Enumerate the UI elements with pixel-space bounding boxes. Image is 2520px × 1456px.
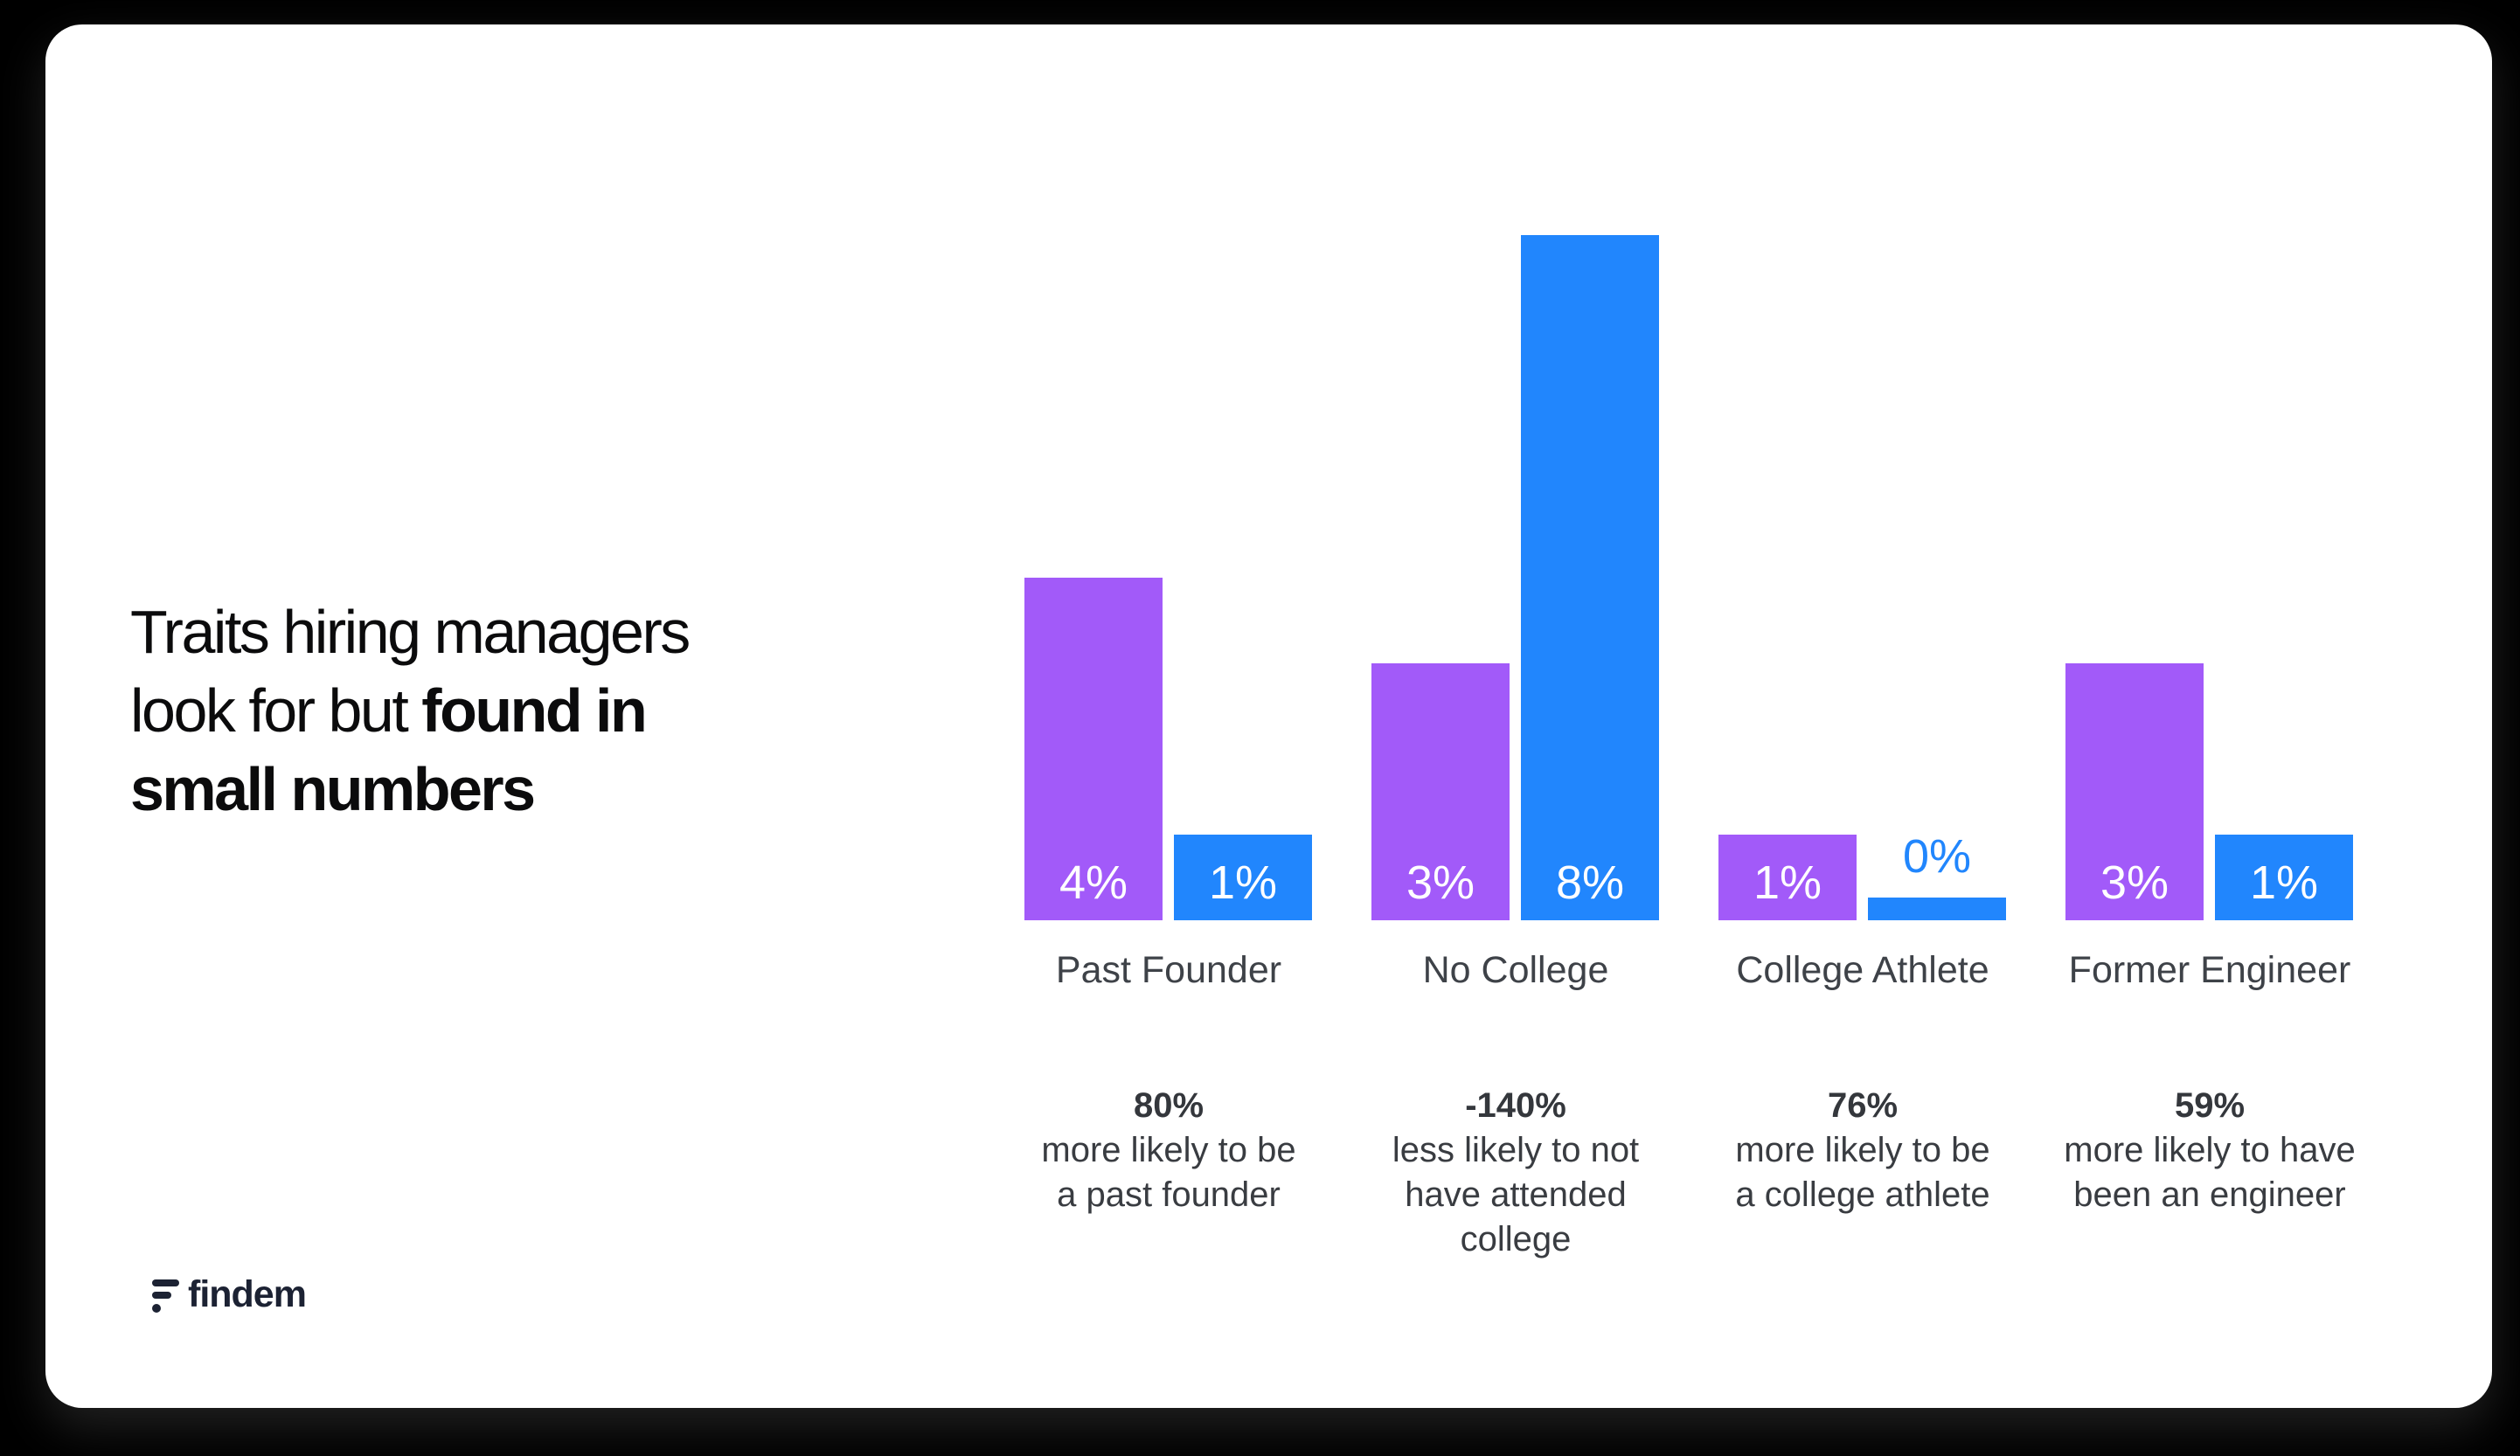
bar-value-label-blue-no-college: 8% [1555,856,1625,909]
chart-group-former-engineer: 3% 1% Former Engineer 59% more likely to hav… [2064,0,2356,1214]
stat-line: more likely to have [2064,1131,2356,1169]
stat-annotation-no-college: -140% less likely to not have attended coll… [1306,1084,1725,1262]
bar-value-label-purple-former-engineer: 3% [2100,856,2169,909]
stat-value: 76% [1827,1086,1899,1125]
chart-group-past-founder: 4% 1% Past Founder 80% more likely to be a pa… [1024,0,1313,1214]
stat-annotation-college-athlete: 76% more likely to be a college athlete [1653,1084,2072,1217]
stat-line: been an engineer [2073,1175,2346,1214]
stat-value: -140% [1465,1086,1566,1125]
bar-value-label-blue-former-engineer: 1% [2249,856,2319,909]
bar-blue-past-founder: 1% [1174,835,1312,920]
title-line: small numbers [130,750,689,829]
findem-wordmark: findem [188,1273,307,1315]
stat-line: a past founder [1057,1175,1281,1214]
chart-group-no-college: 3% 8% No College -140% less likely to not hav… [1371,0,1660,1258]
stat-annotation-past-founder: 80% more likely to be a past founder [959,1084,1378,1217]
title-line: Traits hiring managers [130,593,691,671]
title-line: look for but found in [130,671,689,750]
bar-value-label-purple-past-founder: 4% [1059,856,1128,909]
bar-blue-college-athlete [1868,898,2006,920]
chart-group-college-athlete: 1% 0% College Athlete 76% more likely to be a… [1718,0,2007,1214]
bar-purple-college-athlete: 1% [1718,835,1857,920]
bar-purple-no-college: 3% [1371,663,1510,920]
bar-purple-former-engineer: 3% [2065,663,2204,920]
stat-line: have attended [1405,1175,1627,1214]
stat-value: 59% [2174,1086,2246,1125]
title-bold-segment: found in [421,676,648,745]
stat-annotation-former-engineer: 59% more likely to have been an engineer [2000,1084,2419,1217]
bar-blue-no-college: 8% [1521,235,1659,920]
category-label-former-engineer: Former Engineer [2068,949,2351,991]
logo-bar-middle-icon [152,1292,171,1299]
stat-line: more likely to be [1041,1131,1296,1169]
stat-line: college [1460,1220,1572,1258]
logo-bar-top-icon [152,1279,179,1286]
chart: 4% 1% Past Founder 80% more likely to be a pa… [1024,0,2467,1258]
stat-value: 80% [1133,1086,1204,1125]
chart-title: Traits hiring managers look for but foun… [130,593,691,829]
bar-purple-past-founder: 4% [1024,578,1163,920]
title-regular-segment: look for but [130,676,422,745]
category-label-no-college: No College [1422,949,1609,991]
bar-blue-former-engineer: 1% [2215,835,2353,920]
title-bold-segment: small numbers [130,755,536,823]
stat-line: more likely to be [1735,1131,1990,1169]
bar-value-label-purple-no-college: 3% [1406,856,1475,909]
category-label-past-founder: Past Founder [1055,949,1282,991]
bar-value-label-purple-college-athlete: 1% [1753,856,1822,909]
logo-dot-icon [152,1304,161,1313]
stat-line: a college athlete [1735,1175,1990,1214]
findem-logo: findem [152,1273,307,1315]
findem-logo-icon [152,1276,179,1313]
title-regular-segment: Traits hiring managers [130,598,691,666]
stat-line: less likely to not [1392,1131,1640,1169]
category-label-college-athlete: College Athlete [1736,949,1989,991]
bar-value-label-blue-past-founder: 1% [1208,856,1278,909]
bar-value-label-blue-college-athlete: 0% [1902,830,1972,883]
